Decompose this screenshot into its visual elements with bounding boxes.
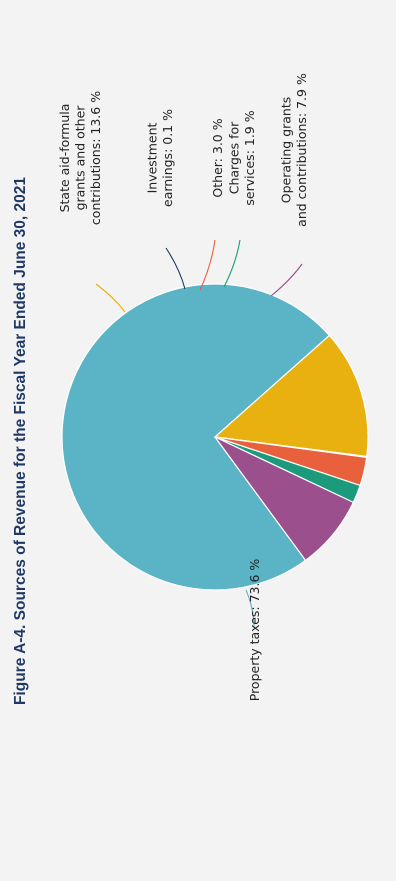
slice-labels: Property taxes: 73.6 % State aid-formula g… [57, 73, 309, 701]
slice-label-state-aid-formula-line-2: grants and other [73, 105, 88, 211]
slice-label-state-aid-formula-line-3: contributions: 13.6 % [88, 91, 103, 225]
leader-line-charges-for [223, 239, 241, 288]
slice-label-charges-for-line-2: services: 1.9 % [242, 110, 257, 205]
pie-slices [61, 283, 369, 591]
slice-label-operating-grants-line-2: and contributions: 7.9 % [294, 73, 309, 227]
leader-line-investment [165, 247, 186, 290]
leader-line-operating-grants [270, 263, 303, 297]
leader-line-other [199, 239, 216, 291]
slice-operating-grants [214, 436, 355, 562]
slice-label-state-aid-formula-line-1: State aid-formula [57, 104, 72, 213]
leader-line-state-aid-formula [95, 283, 126, 313]
leader-line-property-taxes [245, 589, 255, 629]
slice-label-other-line-1: Other: 3.0 % [210, 118, 225, 197]
chart-title: Figure A-4. Sources of Revenue for the F… [12, 177, 29, 705]
slice-property-taxes [61, 283, 331, 591]
slice-state-aid-formula [213, 334, 369, 458]
slice-label-operating-grants-line-1: Operating grants [279, 97, 294, 204]
slice-label-investment-line-2: earnings: 0.1 % [160, 109, 175, 207]
slice-label-investment-line-1: Investment [145, 123, 160, 194]
slice-label-property-taxes-line-1: Property taxes: 73.6 % [247, 559, 262, 702]
slice-label-charges-for-line-1: Charges for [227, 121, 242, 194]
